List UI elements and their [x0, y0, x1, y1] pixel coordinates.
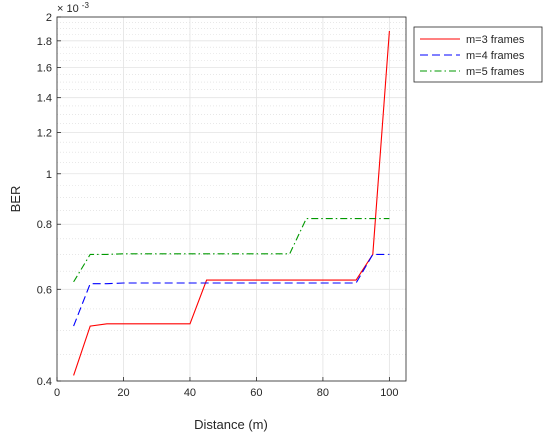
- y-ticks: 0.4 0.6 0.8 1 1.2 1.4 1.6 1.8 2: [37, 12, 61, 388]
- x-ticks: 0 20 40 60 80 100: [54, 377, 399, 399]
- y-tick-label: 0.4: [37, 376, 52, 388]
- y-exponent-label: × 10 -3: [57, 1, 89, 15]
- legend-label: m=4 frames: [466, 50, 525, 62]
- x-tick-label: 100: [380, 387, 398, 399]
- y-tick-label: 0.6: [37, 284, 52, 296]
- legend: m=3 frames m=4 frames m=5 frames: [413, 26, 543, 83]
- x-tick-label: 40: [184, 387, 196, 399]
- y-exponent-power: -3: [82, 1, 90, 10]
- series-line-m4: [73, 253, 390, 327]
- y-tick-label: 1: [46, 169, 52, 181]
- y-tick-label: 0.8: [37, 219, 52, 231]
- x-tick-label: 80: [317, 387, 329, 399]
- legend-items: m=3 frames m=4 frames m=5 frames: [420, 34, 525, 78]
- plot-frame: [56, 16, 407, 382]
- y-tick-label: 1.4: [37, 93, 52, 105]
- legend-label: m=5 frames: [466, 66, 525, 78]
- y-exponent-prefix: × 10: [57, 3, 79, 15]
- x-tick-label: 60: [250, 387, 262, 399]
- series-line-m3: [73, 30, 390, 376]
- x-axis-label: Distance (m): [194, 417, 268, 432]
- y-tick-label: 1.2: [37, 128, 52, 140]
- legend-label: m=3 frames: [466, 34, 525, 46]
- y-tick-label: 2: [46, 12, 52, 24]
- y-axis-label: BER: [8, 186, 23, 213]
- grid: [56, 16, 406, 382]
- y-tick-label: 1.8: [37, 36, 52, 48]
- y-tick-label: 1.6: [37, 62, 52, 74]
- series-line-m5: [73, 218, 390, 283]
- series-layer: [73, 30, 390, 376]
- x-tick-label: 20: [117, 387, 129, 399]
- x-tick-label: 0: [54, 387, 60, 399]
